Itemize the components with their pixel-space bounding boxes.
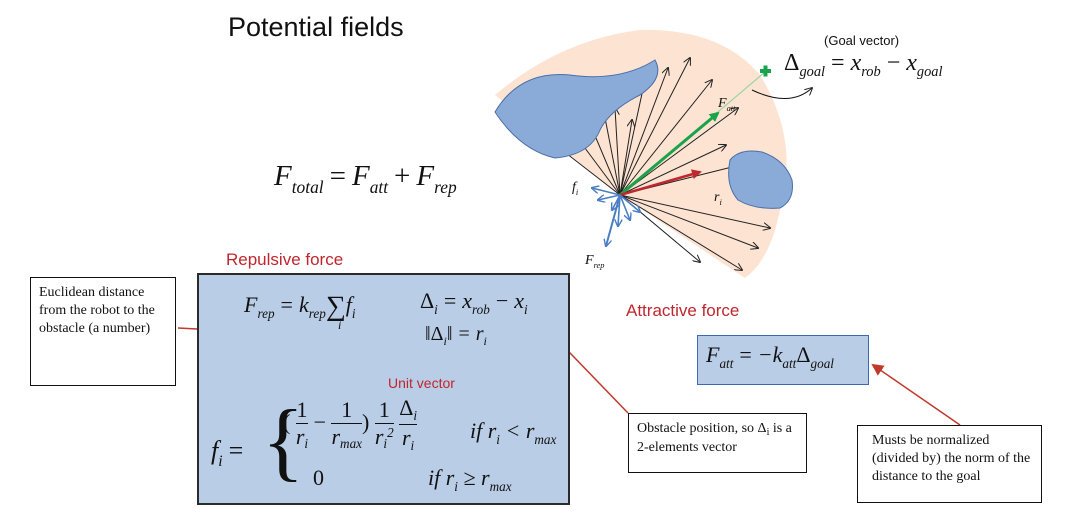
obstacle-left (494, 59, 659, 159)
goal-vector-equation: Δgoal = xrob − xgoal (784, 50, 943, 81)
slide-title: Potential fields (228, 12, 404, 42)
repulsive-sum-formula: Frep = krep∑fi (244, 291, 356, 322)
label-r-i: ri (714, 190, 722, 207)
piecewise-case-1: ( 1 ri − 1 rmax) 1 ri2 Δi ri (283, 395, 418, 453)
label-F-rep: Frep (585, 253, 605, 270)
condition-1: if ri < rmax (470, 418, 557, 447)
norm-formula: ‖Δi‖ = ri (425, 323, 487, 349)
obstacle-right (728, 150, 793, 209)
attractive-force-heading: Attractive force (626, 301, 740, 320)
callout-arrow-normalized (871, 363, 961, 426)
total-force-arrow (619, 169, 702, 197)
sum-index: i (338, 318, 342, 332)
repulsive-force-box (197, 273, 570, 505)
label-F-att: Fatt (718, 96, 736, 113)
note-euclidean-distance: Euclidean distance from the robot to the… (30, 277, 176, 386)
delta-i-formula: Δi = xrob − xi (420, 288, 528, 317)
f-i-lhs: fi = (211, 436, 244, 471)
attractive-force-box (697, 335, 869, 385)
attractive-formula: Fatt = −kattΔgoal (706, 342, 834, 371)
note-obstacle-position: Obstacle position, so Δi is a 2-elements… (628, 413, 807, 473)
condition-2: if ri ≥ rmax (428, 465, 512, 494)
attractive-force-arrow (619, 111, 720, 197)
label-f-i: fi (572, 180, 579, 197)
goal-vector-label: (Goal vector) (824, 33, 900, 48)
note-normalized: Musts be normalized (divided by) the nor… (857, 425, 1042, 503)
total-force-equation: Ftotal = Fatt + Frep (274, 160, 457, 197)
goal-curve-arrow (751, 88, 812, 99)
piecewise-brace: { (262, 393, 305, 490)
repulsive-force-heading: Repulsive force (226, 250, 344, 269)
piecewise-zero: 0 (313, 465, 324, 490)
repulsive-arrows (592, 188, 640, 246)
goal-marker (760, 65, 771, 77)
unit-vector-label: Unit vector (388, 375, 455, 391)
